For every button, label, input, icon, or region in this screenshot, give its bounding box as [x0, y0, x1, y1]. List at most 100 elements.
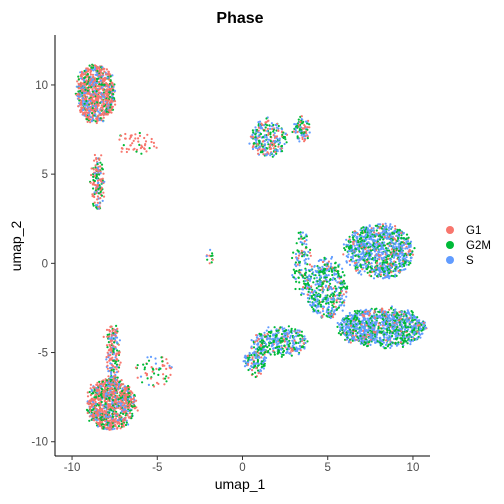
data-point: [292, 276, 295, 279]
data-point: [305, 243, 308, 246]
data-point: [344, 286, 347, 289]
data-point: [398, 228, 401, 231]
data-point: [419, 336, 422, 339]
data-point: [376, 244, 379, 247]
data-point: [318, 278, 321, 281]
data-point: [401, 265, 404, 268]
data-point: [100, 71, 103, 74]
data-point: [411, 311, 414, 314]
data-point: [111, 404, 115, 407]
data-point: [411, 335, 414, 339]
data-point: [81, 97, 85, 100]
data-point: [107, 375, 110, 378]
data-point: [120, 379, 123, 382]
data-point: [146, 377, 149, 380]
data-point: [298, 344, 301, 348]
data-point: [99, 188, 102, 191]
data-point: [92, 175, 95, 178]
data-point: [273, 337, 276, 340]
data-point: [294, 287, 297, 291]
data-point: [400, 241, 404, 244]
data-point: [88, 400, 91, 403]
data-point: [379, 338, 382, 341]
data-point: [379, 309, 382, 312]
data-point: [369, 317, 372, 320]
data-point: [282, 353, 285, 356]
data-point: [302, 280, 305, 283]
data-point: [265, 356, 268, 360]
data-point: [390, 306, 393, 310]
data-point: [364, 235, 367, 238]
data-point: [403, 321, 406, 324]
data-point: [108, 343, 111, 346]
data-point: [119, 427, 122, 430]
data-point: [100, 163, 104, 166]
data-point: [75, 85, 78, 88]
data-point: [111, 95, 114, 98]
data-point: [309, 277, 312, 280]
data-point: [307, 284, 310, 287]
data-point: [268, 337, 272, 340]
data-point: [124, 423, 128, 427]
data-point: [377, 322, 380, 325]
data-point: [334, 285, 337, 288]
data-point: [89, 181, 92, 184]
data-point: [339, 333, 342, 336]
data-point: [138, 131, 141, 135]
data-point: [94, 189, 97, 192]
data-point: [299, 233, 302, 236]
data-point: [131, 405, 134, 408]
data-point: [356, 316, 359, 319]
data-point: [273, 140, 276, 143]
data-point: [343, 304, 346, 307]
data-point: [302, 342, 305, 345]
data-point: [296, 130, 299, 134]
data-point: [266, 138, 269, 141]
data-point: [118, 421, 121, 424]
data-point: [361, 232, 364, 235]
data-point: [293, 272, 297, 275]
data-point: [324, 285, 327, 288]
data-point: [401, 345, 404, 348]
data-point: [294, 261, 297, 264]
data-point: [149, 355, 153, 358]
data-point: [354, 247, 357, 250]
data-point: [283, 340, 286, 343]
data-point: [362, 263, 365, 266]
data-point: [366, 271, 369, 274]
data-point: [285, 141, 288, 144]
data-point: [415, 332, 418, 335]
data-point: [353, 264, 356, 267]
data-point: [399, 341, 402, 344]
data-point: [268, 124, 271, 127]
data-point: [371, 235, 374, 238]
data-point: [81, 91, 84, 95]
data-point: [99, 79, 102, 82]
data-point: [258, 141, 261, 144]
data-point: [92, 398, 95, 401]
data-point: [121, 387, 124, 390]
data-point: [132, 139, 135, 142]
data-point: [99, 114, 102, 117]
data-point: [265, 329, 268, 332]
data-point: [98, 157, 101, 160]
data-point: [353, 230, 356, 233]
data-point: [339, 282, 342, 285]
data-point: [357, 272, 360, 275]
data-point: [310, 285, 313, 288]
data-point: [309, 248, 312, 251]
data-point: [329, 282, 332, 285]
data-point: [112, 359, 115, 362]
data-point: [84, 107, 87, 110]
data-point: [374, 239, 377, 243]
data-point: [398, 262, 401, 265]
data-point: [165, 375, 168, 378]
data-point: [368, 224, 371, 227]
data-point: [332, 287, 335, 290]
data-point: [272, 123, 275, 127]
data-point: [335, 301, 338, 304]
data-point: [290, 330, 293, 334]
data-point: [127, 148, 130, 151]
data-point: [111, 375, 114, 379]
data-point: [95, 158, 98, 161]
